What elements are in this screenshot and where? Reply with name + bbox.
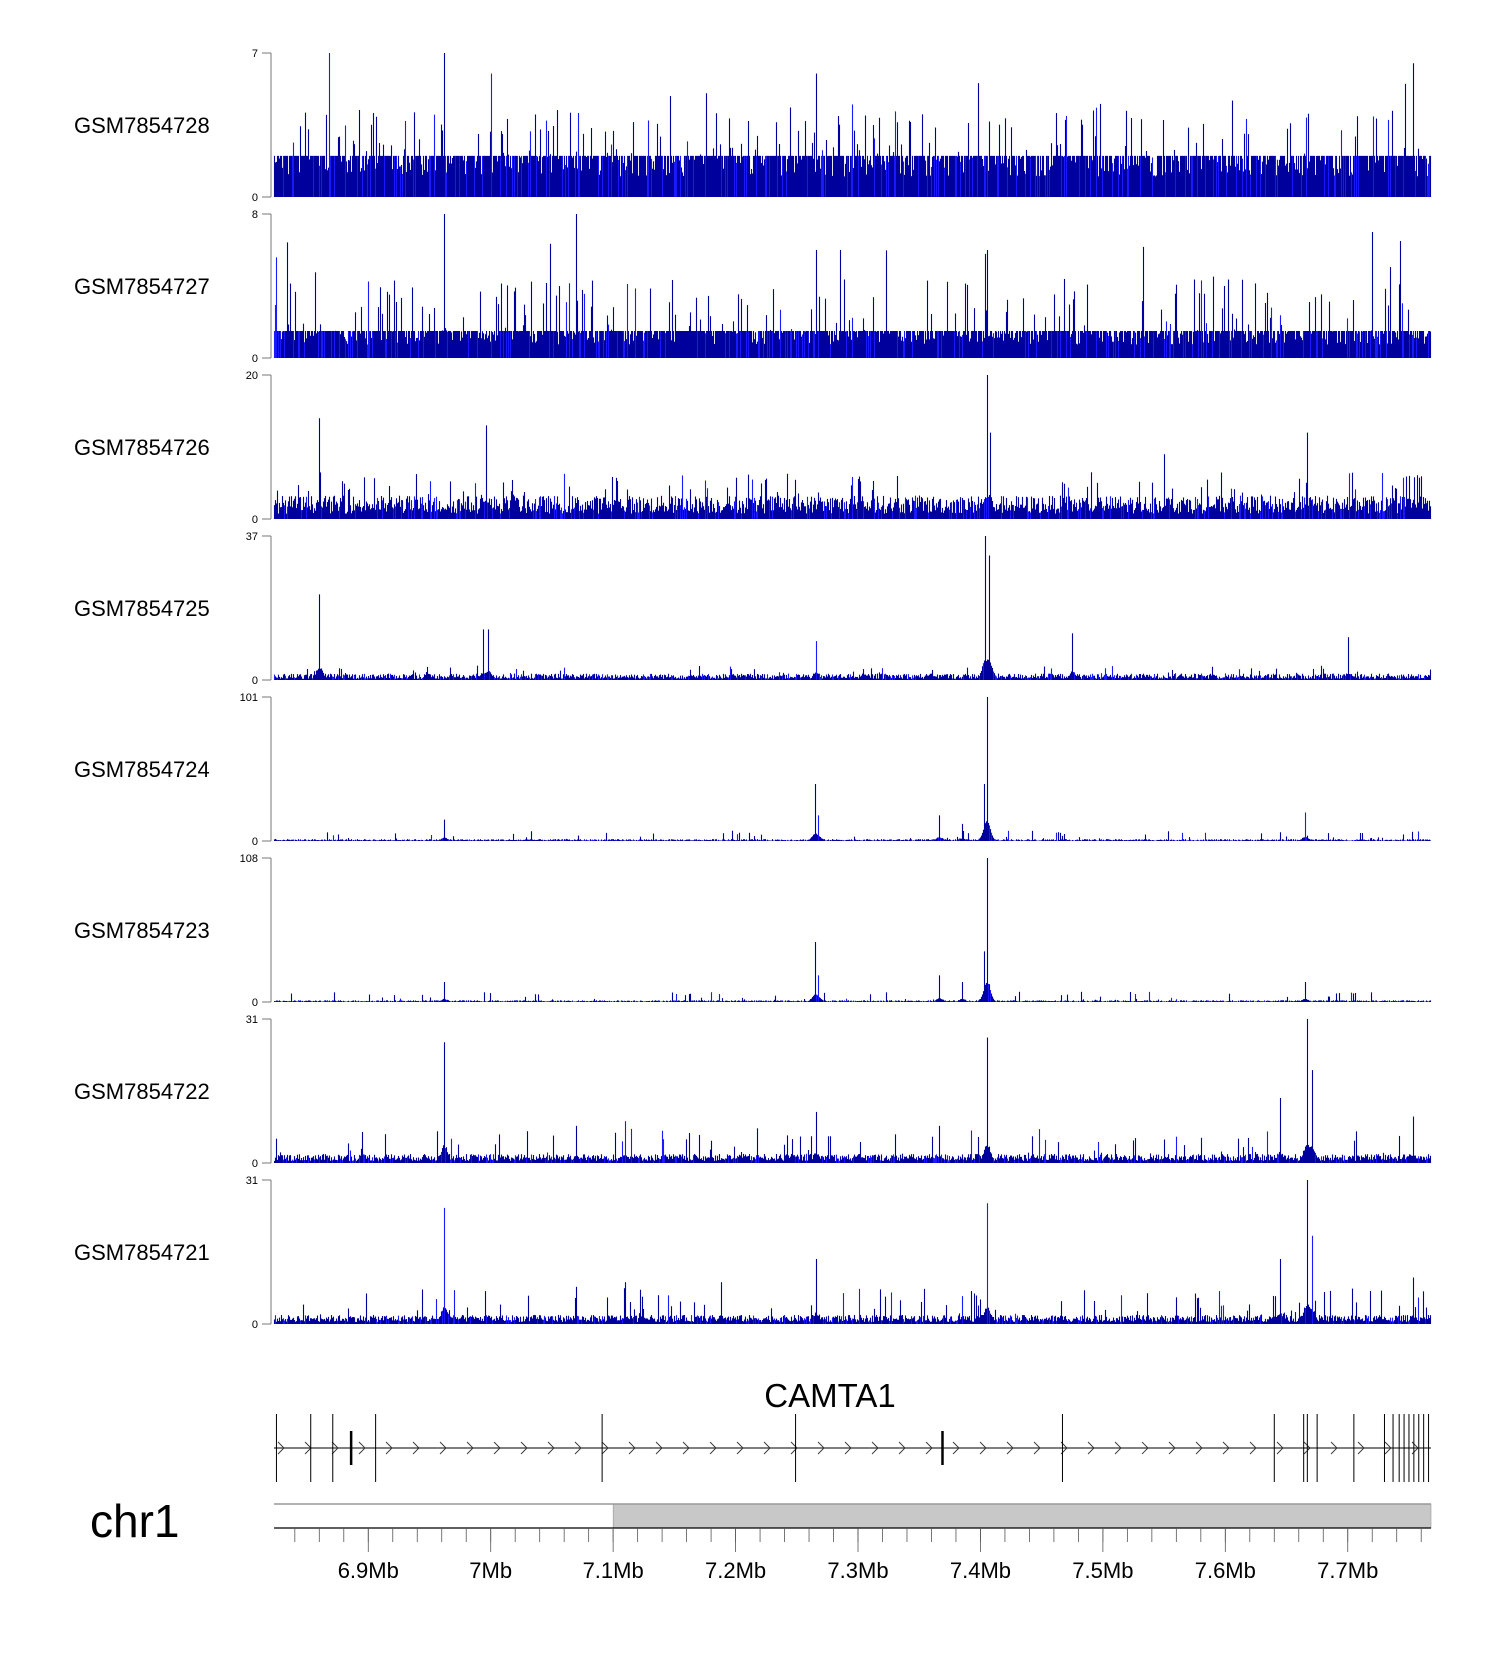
track-label: GSM7854728 bbox=[74, 113, 210, 138]
y-tick-label-max: 101 bbox=[240, 692, 258, 704]
coverage-bars bbox=[273, 536, 1432, 680]
y-tick-label-zero: 0 bbox=[252, 675, 258, 687]
track-label: GSM7854727 bbox=[74, 274, 210, 299]
y-tick-label-zero: 0 bbox=[252, 192, 258, 204]
y-tick-label-zero: 0 bbox=[252, 836, 258, 848]
coverage-bars bbox=[273, 214, 1432, 358]
y-tick-label-max: 8 bbox=[252, 209, 258, 221]
y-tick-label-max: 37 bbox=[246, 531, 258, 543]
track-GSM7854726: GSM7854726 20 0 bbox=[74, 370, 1432, 526]
y-tick-label-zero: 0 bbox=[252, 353, 258, 365]
track-label: GSM7854725 bbox=[74, 596, 210, 621]
coverage-bars bbox=[273, 375, 1432, 519]
coverage-tracks: GSM785472870GSM785472780GSM7854726200GSM… bbox=[74, 48, 1432, 1331]
coverage-bars bbox=[273, 697, 1432, 841]
track-GSM7854725: GSM7854725 37 0 bbox=[74, 531, 1432, 687]
track-label: GSM7854726 bbox=[74, 435, 210, 460]
track-GSM7854724: GSM7854724 101 0 bbox=[74, 692, 1432, 848]
track-label: GSM7854724 bbox=[74, 757, 210, 782]
track-GSM7854728: GSM7854728 7 0 bbox=[74, 48, 1432, 204]
track-GSM7854727: GSM7854727 8 0 bbox=[74, 209, 1432, 365]
y-tick-label-zero: 0 bbox=[252, 514, 258, 526]
y-tick-label-max: 7 bbox=[252, 48, 258, 60]
coverage-bars bbox=[273, 53, 1432, 197]
y-tick-label-max: 20 bbox=[246, 370, 258, 382]
